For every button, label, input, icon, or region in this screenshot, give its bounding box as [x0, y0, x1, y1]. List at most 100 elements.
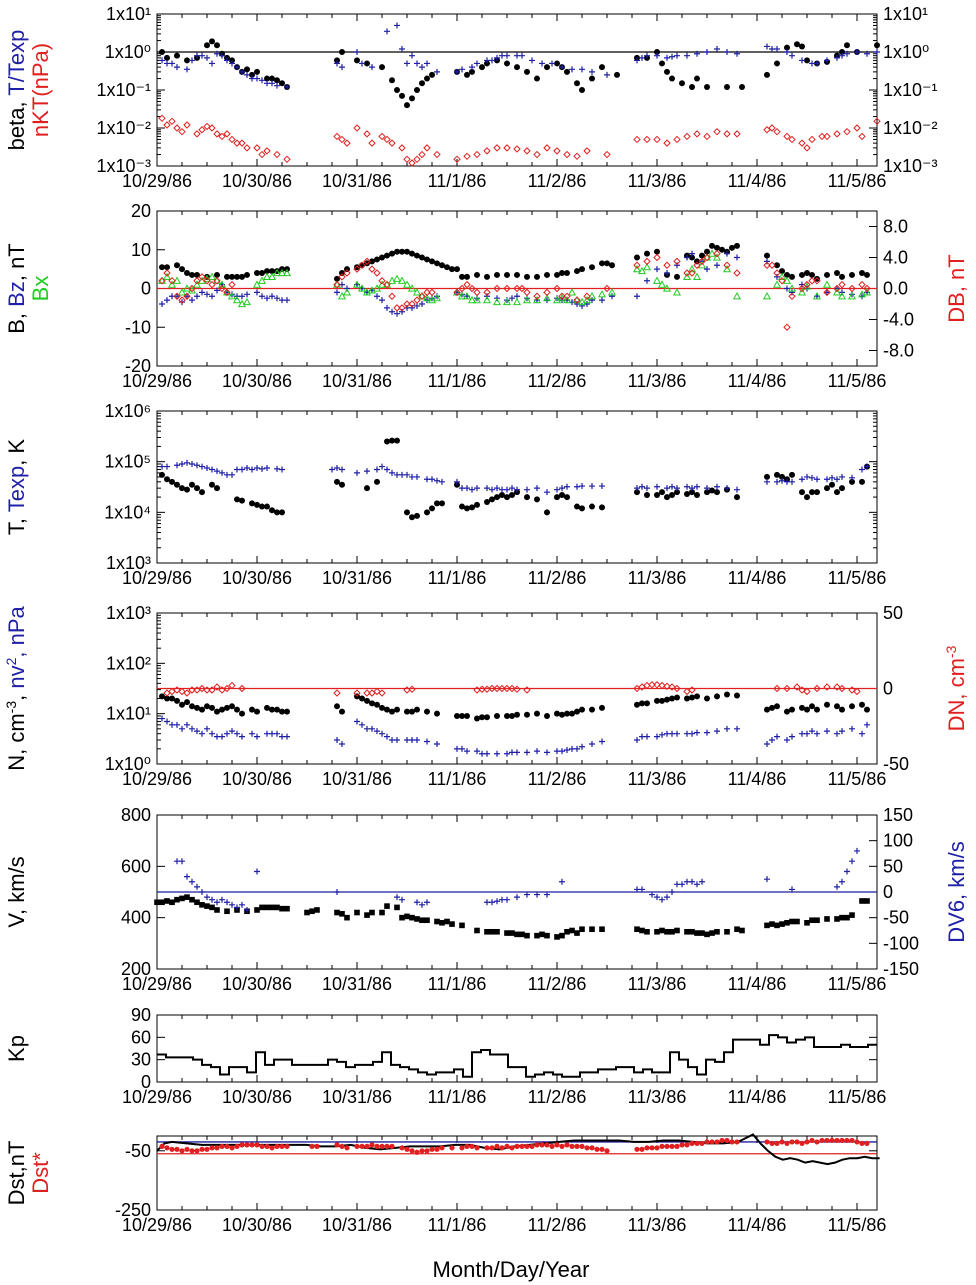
data-point	[394, 248, 400, 255]
data-point	[244, 66, 250, 73]
data-point	[804, 706, 810, 713]
data-point	[359, 60, 365, 67]
data-point	[644, 491, 650, 498]
x-tick-label: 11/5/86	[828, 769, 887, 789]
data-point	[223, 288, 231, 297]
y-axis-label-part: , nT	[4, 243, 29, 281]
data-point	[209, 481, 215, 488]
data-point	[634, 254, 640, 261]
data-point	[664, 494, 670, 501]
data-point	[774, 262, 780, 269]
data-point	[404, 248, 410, 255]
data-point	[864, 271, 870, 278]
data-point	[599, 260, 605, 267]
data-point	[809, 728, 815, 735]
data-point	[378, 132, 386, 141]
data-point	[729, 1139, 735, 1145]
data-point	[333, 689, 341, 697]
data-point	[549, 60, 555, 67]
data-point	[459, 503, 465, 510]
data-point	[249, 1142, 255, 1148]
data-point	[569, 710, 575, 717]
data-point	[254, 907, 260, 913]
data-point	[384, 466, 390, 473]
data-point	[764, 478, 770, 485]
data-point	[803, 280, 811, 289]
data-point	[559, 485, 565, 492]
data-point	[204, 464, 210, 471]
data-point	[453, 288, 461, 297]
data-point	[209, 466, 215, 473]
data-point	[209, 1145, 215, 1151]
data-point	[809, 271, 815, 278]
data-point	[874, 49, 880, 55]
data-point	[494, 898, 500, 905]
data-point	[403, 155, 411, 164]
data-point	[374, 466, 380, 473]
data-point	[483, 288, 491, 297]
x-tick-label: 11/4/86	[728, 974, 787, 994]
data-point	[379, 730, 385, 737]
y-axis-label: N, cm-3, nv2, nPa	[3, 605, 29, 770]
data-point	[274, 706, 280, 713]
y-tick-label-right: 1x10¹	[883, 4, 928, 24]
data-point	[179, 1148, 185, 1154]
data-point	[654, 49, 660, 55]
data-point	[764, 706, 770, 713]
data-point	[523, 686, 531, 694]
data-point	[379, 254, 385, 261]
data-point	[159, 264, 165, 271]
data-point	[184, 66, 190, 73]
data-point	[544, 509, 550, 516]
y-tick-label-right: -4.0	[883, 310, 914, 330]
data-point	[514, 894, 520, 901]
data-point	[579, 505, 585, 512]
data-point	[462, 292, 472, 300]
data-point	[559, 491, 565, 498]
data-point	[784, 920, 790, 926]
data-point	[554, 710, 560, 717]
data-point	[774, 60, 780, 67]
x-tick-label: 11/1/86	[428, 371, 487, 391]
data-point	[834, 476, 840, 483]
x-tick-label: 11/3/86	[628, 974, 687, 994]
data-point	[339, 1143, 345, 1149]
data-point	[219, 52, 225, 59]
data-point	[374, 701, 380, 708]
data-point	[209, 896, 215, 903]
data-point	[769, 704, 775, 711]
data-point	[454, 266, 460, 273]
data-point	[199, 463, 205, 470]
data-point	[337, 292, 347, 300]
data-point	[823, 683, 831, 691]
data-point	[519, 931, 525, 938]
data-point	[213, 277, 221, 285]
data-point	[509, 295, 515, 302]
data-point	[309, 908, 315, 915]
data-point	[383, 280, 391, 289]
data-point	[503, 284, 511, 293]
data-point	[864, 898, 870, 904]
data-point	[539, 1142, 545, 1148]
data-point	[199, 902, 205, 908]
x-tick-label: 10/31/86	[322, 1215, 392, 1235]
data-point	[524, 932, 530, 939]
data-point	[269, 75, 275, 82]
data-point	[674, 485, 680, 492]
data-point	[644, 52, 650, 59]
data-point	[664, 1143, 670, 1149]
data-point	[334, 60, 340, 67]
data-point	[662, 284, 672, 292]
data-point	[414, 736, 420, 743]
data-point	[494, 54, 500, 61]
data-point	[597, 290, 607, 298]
data-point	[514, 711, 520, 718]
data-point	[859, 293, 865, 300]
x-tick-label: 10/30/86	[222, 1087, 292, 1107]
data-point	[249, 466, 255, 473]
data-point	[169, 695, 175, 702]
data-point	[429, 476, 435, 483]
data-point	[209, 293, 215, 300]
data-point	[174, 1146, 180, 1152]
data-point	[564, 68, 570, 75]
